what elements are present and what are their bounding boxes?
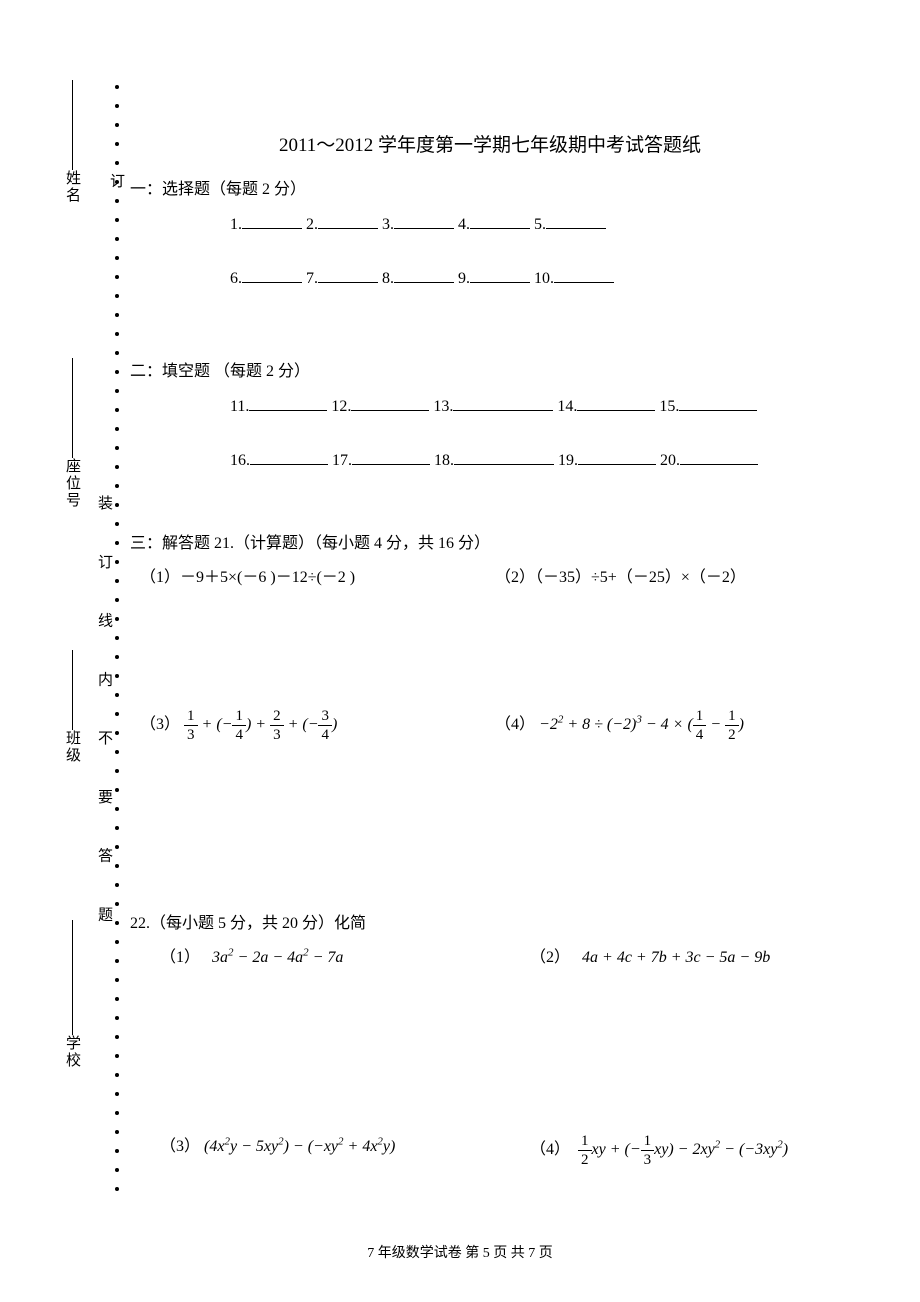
blank-fill-13[interactable] xyxy=(453,393,553,411)
blank-fill-18[interactable] xyxy=(454,447,554,465)
q21-4-expr: −22 + 8 ÷ (−2)3 − 4 × (14 − 12) xyxy=(539,716,744,733)
blank-fill-12[interactable] xyxy=(351,393,429,411)
blank-mc-8[interactable] xyxy=(394,265,454,283)
q22-row-1: （1） 3a2 − 2a − 4a2 − 7a （2） 4a + 4c + 7b… xyxy=(130,943,850,967)
section-mc-head: 一：选择题（每题 2 分） xyxy=(130,175,850,199)
blank-mc-7[interactable] xyxy=(318,265,378,283)
blank-fill-20[interactable] xyxy=(680,447,758,465)
blank-mc-3[interactable] xyxy=(394,211,454,229)
dotted-binding-line: for(let i=0;i<59;i++)document.write('<sp… xyxy=(115,85,117,1195)
q22-3: （3） (4x2y − 5xy2) − (−xy2 + 4x2y) xyxy=(130,1132,490,1169)
q21-4: （4） −22 + 8 ÷ (−2)3 − 4 × (14 − 12) xyxy=(490,707,850,744)
field-name: 姓名 xyxy=(62,80,83,204)
q22-1-expr: 3a2 − 2a − 4a2 − 7a xyxy=(212,949,343,966)
fill-row-1: 11. 12. 13. 14. 15. xyxy=(130,391,850,423)
blank-fill-16[interactable] xyxy=(250,447,328,465)
blank-mc-1[interactable] xyxy=(242,211,302,229)
q22-2: （2） 4a + 4c + 7b + 3c − 5a − 9b xyxy=(490,943,850,967)
q21-1: （1）－9＋5×(－6 )－12÷(－2 ) xyxy=(130,563,490,587)
q22-4: （4） 12xy + (−13xy) − 2xy2 − (−3xy2) xyxy=(490,1132,850,1169)
q21-2: （2）（－35）÷5+（－25）×（－2） xyxy=(490,563,850,587)
q21-row-1: （1）－9＋5×(－6 )－12÷(－2 ) （2）（－35）÷5+（－25）×… xyxy=(130,563,850,587)
mc-row-1: 1. 2. 3. 4. 5. xyxy=(130,209,850,241)
section-solve-head: 三：解答题 21.（计算题）（每小题 4 分，共 16 分） xyxy=(130,529,850,553)
field-school: 学校 xyxy=(62,920,83,1069)
blank-fill-14[interactable] xyxy=(577,393,655,411)
page-footer: 7 年级数学试卷 第 5 页 共 7 页 xyxy=(0,1242,920,1262)
q22-1: （1） 3a2 − 2a − 4a2 − 7a xyxy=(130,943,490,967)
field-seat: 座位号 xyxy=(62,358,83,509)
binding-note: 装 订 线 内 不 要 答 题 xyxy=(94,495,115,941)
blank-mc-10[interactable] xyxy=(554,265,614,283)
blank-fill-11[interactable] xyxy=(249,393,327,411)
blank-mc-5[interactable] xyxy=(546,211,606,229)
section-fill-head: 二：填空题 （每题 2 分） xyxy=(130,357,850,381)
q21-row-2: （3） 13 + (−14) + 23 + (−34) （4） −22 + 8 … xyxy=(130,707,850,744)
blank-fill-19[interactable] xyxy=(578,447,656,465)
q22-head: 22.（每小题 5 分，共 20 分）化简 xyxy=(130,909,850,933)
blank-mc-4[interactable] xyxy=(470,211,530,229)
blank-mc-9[interactable] xyxy=(470,265,530,283)
q21-3-expr: 13 + (−14) + 23 + (−34) xyxy=(184,716,337,733)
q22-row-2: （3） (4x2y − 5xy2) − (−xy2 + 4x2y) （4） 12… xyxy=(130,1132,850,1169)
blank-fill-15[interactable] xyxy=(679,393,757,411)
q22-2-expr: 4a + 4c + 7b + 3c − 5a − 9b xyxy=(582,949,770,966)
blank-fill-17[interactable] xyxy=(352,447,430,465)
blank-mc-6[interactable] xyxy=(242,265,302,283)
mc-row-2: 6. 7. 8. 9. 10. xyxy=(130,263,850,295)
q22-3-expr: (4x2y − 5xy2) − (−xy2 + 4x2y) xyxy=(204,1138,395,1155)
page-content: 2011～2012 学年度第一学期七年级期中考试答题纸 一：选择题（每题 2 分… xyxy=(130,130,850,1189)
field-class: 班级 xyxy=(62,650,83,764)
page-title: 2011～2012 学年度第一学期七年级期中考试答题纸 xyxy=(130,130,850,157)
q22-4-expr: 12xy + (−13xy) − 2xy2 − (−3xy2) xyxy=(578,1141,788,1158)
q21-3: （3） 13 + (−14) + 23 + (−34) xyxy=(130,707,490,744)
blank-mc-2[interactable] xyxy=(318,211,378,229)
fill-row-2: 16. 17. 18. 19. 20. xyxy=(130,445,850,477)
